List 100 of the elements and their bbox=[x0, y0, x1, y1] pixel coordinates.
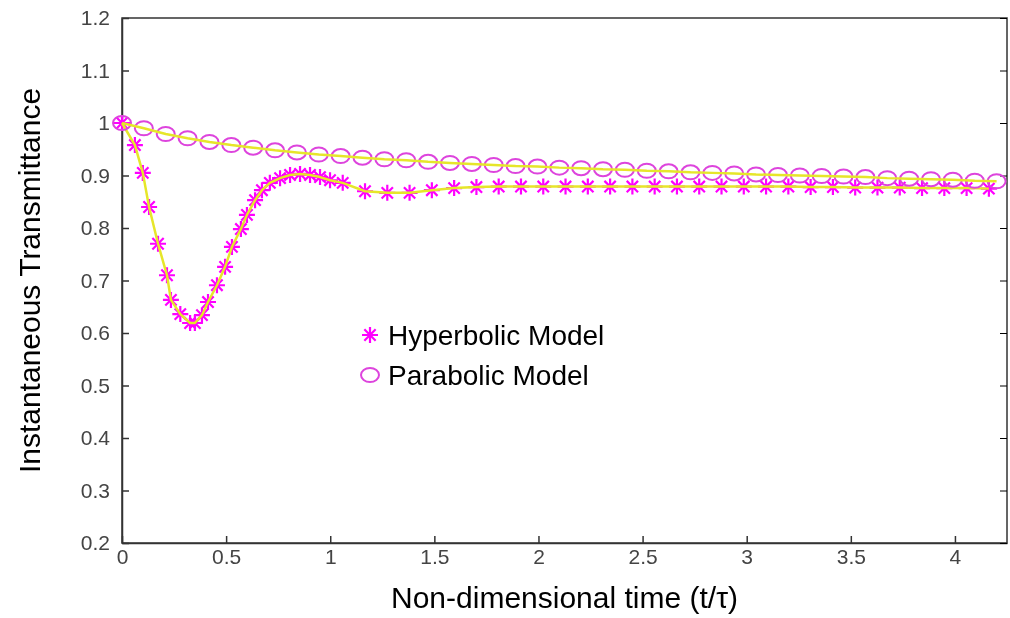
point bbox=[645, 177, 664, 196]
point bbox=[400, 183, 419, 202]
x-tick-label: 4 bbox=[949, 544, 962, 568]
point bbox=[614, 161, 635, 178]
point bbox=[833, 168, 854, 185]
point bbox=[767, 166, 788, 183]
point bbox=[125, 135, 145, 155]
point bbox=[243, 139, 264, 156]
point bbox=[252, 181, 272, 200]
point bbox=[396, 152, 417, 169]
point bbox=[192, 306, 212, 325]
point bbox=[215, 257, 235, 276]
point bbox=[483, 157, 504, 173]
point bbox=[680, 164, 701, 181]
point bbox=[148, 234, 168, 253]
legend-label: Hyperbolic Model bbox=[388, 320, 605, 351]
point bbox=[855, 169, 876, 186]
point bbox=[352, 149, 373, 166]
y-tick-label: 0.2 bbox=[80, 531, 110, 555]
x-tick-label: 3.5 bbox=[836, 544, 866, 568]
x-tick-label: 0 bbox=[116, 544, 129, 568]
point bbox=[534, 177, 553, 196]
point bbox=[868, 178, 887, 197]
point bbox=[222, 237, 242, 256]
point bbox=[439, 154, 460, 171]
x-tick-label: 1 bbox=[324, 544, 337, 568]
point bbox=[690, 177, 709, 196]
point bbox=[877, 170, 898, 187]
point bbox=[133, 120, 154, 137]
x-tick-label: 1.5 bbox=[420, 544, 450, 568]
point bbox=[461, 155, 482, 172]
point bbox=[355, 182, 375, 201]
point bbox=[199, 133, 220, 150]
point bbox=[724, 165, 745, 182]
point bbox=[702, 164, 723, 181]
x-axis-title: Non-dimensional time (t/τ) bbox=[391, 581, 738, 614]
x-tick-label: 2.5 bbox=[628, 544, 658, 568]
point bbox=[549, 159, 570, 176]
y-tick-label: 0.9 bbox=[80, 163, 110, 187]
x-tick-label: 3 bbox=[741, 544, 754, 568]
point bbox=[489, 177, 508, 196]
point bbox=[712, 177, 731, 196]
x-tick-label: 0.5 bbox=[212, 544, 242, 568]
point bbox=[779, 177, 798, 196]
point bbox=[527, 158, 548, 175]
point bbox=[333, 173, 352, 192]
point bbox=[185, 313, 204, 333]
point bbox=[378, 183, 397, 202]
point bbox=[237, 205, 257, 224]
point bbox=[899, 170, 920, 187]
point bbox=[571, 160, 592, 177]
point bbox=[374, 151, 395, 168]
point bbox=[422, 181, 441, 200]
point bbox=[308, 146, 329, 163]
point bbox=[505, 158, 526, 175]
point bbox=[231, 219, 250, 239]
point bbox=[578, 177, 597, 196]
point bbox=[418, 153, 439, 170]
point bbox=[964, 172, 985, 189]
point bbox=[157, 266, 177, 285]
point bbox=[467, 177, 486, 197]
point bbox=[789, 167, 810, 184]
x-tick-label: 2 bbox=[533, 544, 545, 568]
point bbox=[846, 178, 865, 197]
point bbox=[811, 168, 832, 185]
point bbox=[636, 162, 657, 179]
y-tick-label: 0.3 bbox=[80, 478, 110, 502]
point bbox=[942, 171, 963, 188]
point bbox=[155, 126, 176, 143]
point bbox=[221, 137, 242, 154]
point bbox=[260, 173, 279, 192]
y-tick-label: 0.7 bbox=[80, 268, 110, 292]
point bbox=[890, 178, 909, 197]
point bbox=[207, 276, 227, 295]
point bbox=[746, 166, 767, 183]
y-tick-label: 0.4 bbox=[80, 426, 111, 450]
point bbox=[320, 171, 340, 190]
legend-label: Parabolic Model bbox=[388, 360, 589, 391]
point bbox=[734, 177, 753, 196]
point bbox=[330, 148, 351, 165]
point bbox=[986, 173, 1007, 190]
point bbox=[177, 130, 198, 147]
point bbox=[623, 177, 642, 196]
point bbox=[171, 305, 190, 324]
y-tick-label: 0.6 bbox=[80, 321, 110, 345]
point bbox=[556, 177, 575, 196]
point bbox=[593, 161, 614, 178]
y-tick-label: 1.1 bbox=[80, 58, 110, 82]
point bbox=[139, 197, 159, 217]
y-tick-label: 1.2 bbox=[80, 6, 110, 30]
point bbox=[161, 290, 181, 310]
y-axis-title: Instantaneous Transmittance bbox=[13, 87, 46, 474]
y-tick-label: 0.8 bbox=[80, 216, 110, 240]
point bbox=[658, 163, 679, 180]
point bbox=[133, 163, 152, 182]
point bbox=[920, 171, 941, 188]
y-tick-label: 1 bbox=[98, 111, 110, 135]
point bbox=[265, 142, 286, 159]
point bbox=[198, 292, 218, 312]
point bbox=[286, 144, 307, 161]
